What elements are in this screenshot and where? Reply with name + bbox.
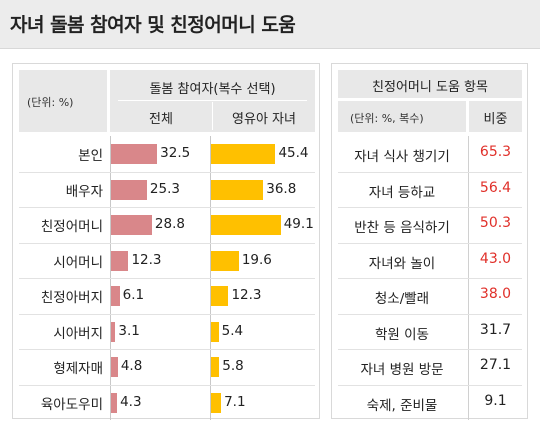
help-item-label: 청소/빨래	[374, 291, 430, 307]
category-label: 시어머니	[53, 254, 103, 271]
help-row-separator	[338, 278, 522, 279]
infant-bar	[211, 144, 276, 164]
row-separator	[19, 313, 315, 315]
infant-value-label: 12.3	[231, 287, 262, 303]
header-col-divider	[212, 102, 213, 130]
help-row-separator	[338, 207, 522, 208]
help-item-label: 학원 이동	[375, 326, 429, 343]
total-bar	[111, 286, 120, 306]
total-bar	[111, 250, 129, 271]
help-item-label: 반찬 등 음식하기	[354, 220, 450, 236]
unit-header-box: (단위: %)	[19, 70, 107, 132]
help-header: 친정어머니 도움 항목	[372, 80, 488, 95]
infant-bar	[211, 392, 222, 413]
total-value-label: 4.3	[120, 393, 142, 410]
infant-value-label: 7.1	[224, 393, 246, 410]
help-item-label: 자녀 식사 챙기기	[354, 149, 450, 165]
page-title: 자녀 돌봄 참여자 및 친정어머니 도움	[10, 14, 296, 36]
help-row-separator	[338, 349, 522, 350]
category-label: 배우자	[65, 183, 103, 200]
help-item-value: 27.1	[479, 357, 512, 373]
help-row-separator	[338, 171, 522, 173]
total-bar	[111, 321, 116, 342]
help-item-label: 자녀 등하교	[368, 184, 436, 201]
help-item-label: 자녀와 놀이	[368, 255, 436, 272]
infant-bar	[211, 215, 281, 235]
help-items-panel: 친정어머니 도움 항목 (단위: %, 복수) 비중 자녀 식사 챙기기 65.3…	[331, 63, 528, 420]
group-header: 돌봄 참여자(복수 선택)	[149, 82, 276, 97]
help-item-label: 숙제, 준비물	[366, 397, 438, 414]
total-bar	[111, 215, 152, 235]
infant-value-label: 5.4	[221, 322, 244, 339]
row-separator	[19, 349, 315, 350]
col-header-total: 전체	[149, 112, 173, 127]
participants-chart-panel: (단위: %) 돌봄 참여자(복수 선택) 전체 영유아 자녀 본인 32.5 45…	[12, 63, 320, 420]
total-bar	[111, 357, 118, 377]
infant-bar	[211, 179, 264, 200]
total-bar	[111, 179, 147, 200]
row-separator	[19, 207, 315, 208]
infant-bar	[211, 286, 229, 306]
help-unit-label: (단위: %, 복수)	[350, 112, 424, 125]
category-label: 시아버지	[53, 325, 103, 342]
unit-label: (단위: %)	[27, 96, 74, 109]
infant-bar	[211, 357, 220, 377]
category-label: 친정아버지	[40, 290, 103, 306]
title-bar: 자녀 돌봄 참여자 및 친정어머니 도움	[0, 0, 540, 48]
total-value-label: 25.3	[149, 180, 180, 197]
total-bar	[111, 392, 118, 413]
row-separator	[19, 171, 315, 173]
title-divider	[0, 48, 540, 49]
infant-value-label: 19.6	[241, 251, 272, 268]
category-label: 육아도우미	[40, 396, 103, 413]
help-item-value: 38.0	[479, 286, 512, 302]
total-value-label: 3.1	[118, 322, 140, 339]
help-row-separator	[338, 384, 522, 386]
infant-value-label: 49.1	[283, 216, 314, 232]
help-item-value: 9.1	[484, 392, 507, 409]
help-item-value: 65.3	[479, 144, 512, 160]
total-value-label: 6.1	[122, 287, 145, 303]
help-item-label: 자녀 병원 방문	[360, 362, 444, 378]
help-header-box: 친정어머니 도움 항목	[338, 70, 522, 98]
help-item-value: 43.0	[479, 250, 512, 267]
help-unit-box: (단위: %, 복수)	[338, 101, 466, 132]
total-value-label: 12.3	[131, 251, 162, 268]
help-item-value: 50.3	[479, 215, 512, 231]
total-value-label: 32.5	[160, 145, 191, 161]
infant-bar	[211, 250, 239, 271]
help-value-header: 비중	[483, 112, 508, 127]
help-row-separator	[338, 242, 522, 244]
infant-value-label: 5.8	[222, 358, 244, 374]
total-value-label: 4.8	[120, 358, 143, 374]
category-label: 형제자매	[53, 361, 103, 377]
infant-value-label: 36.8	[266, 180, 297, 197]
total-value-label: 28.8	[154, 216, 185, 232]
help-row-separator	[338, 313, 522, 315]
category-label: 친정어머니	[40, 219, 103, 235]
total-bar	[111, 144, 158, 164]
help-item-value: 56.4	[479, 179, 512, 196]
help-item-value: 31.7	[479, 321, 512, 338]
row-separator	[19, 242, 315, 244]
infant-value-label: 45.4	[278, 145, 309, 161]
category-label: 본인	[78, 148, 103, 164]
row-separator	[19, 384, 315, 386]
infant-bar	[211, 321, 219, 342]
header-divider	[118, 100, 307, 101]
col-header-infant: 영유아 자녀	[232, 112, 296, 127]
row-separator	[19, 278, 315, 279]
help-value-header-box: 비중	[469, 101, 522, 132]
group-header-box: 돌봄 참여자(복수 선택) 전체 영유아 자녀	[110, 70, 315, 132]
